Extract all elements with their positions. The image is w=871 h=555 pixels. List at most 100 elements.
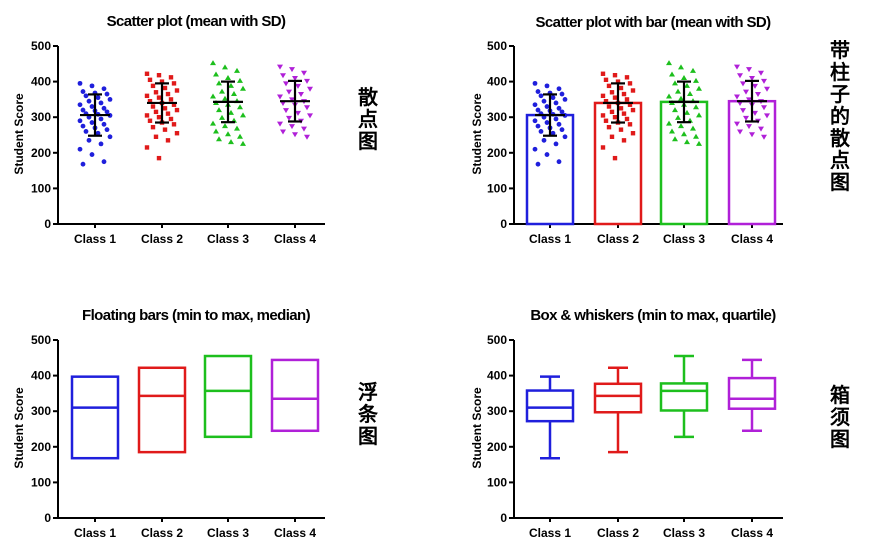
data-point: [603, 98, 609, 104]
data-point: [210, 120, 216, 126]
data-point: [101, 121, 107, 127]
data-point: [535, 123, 541, 129]
data-point: [666, 120, 672, 126]
data-point: [83, 129, 89, 134]
data-point: [210, 93, 216, 99]
data-point: [764, 86, 770, 92]
data-point: [600, 93, 606, 99]
y-tick-label: 0: [500, 217, 507, 231]
data-point: [550, 130, 556, 136]
data-point: [153, 90, 159, 95]
chart-title: Scatter plot with bar (mean with SD): [535, 14, 771, 31]
data-point: [89, 152, 95, 157]
data-point: [304, 78, 310, 84]
data-point: [162, 85, 168, 91]
data-point: [292, 76, 298, 82]
data-point: [559, 127, 565, 133]
data-point: [222, 64, 228, 70]
data-point: [307, 86, 313, 92]
data-point: [210, 60, 216, 66]
data-point: [678, 123, 684, 129]
x-tick-label: Class 2: [141, 526, 183, 540]
data-point: [559, 109, 565, 115]
data-point: [612, 95, 618, 100]
data-point: [98, 100, 104, 106]
data-point: [283, 108, 289, 114]
data-point: [292, 132, 298, 138]
data-point: [304, 134, 310, 140]
data-point: [535, 161, 541, 167]
data-point: [532, 118, 538, 124]
data-point: [153, 109, 159, 115]
data-point: [630, 107, 636, 113]
y-tick-label: 100: [487, 181, 507, 195]
data-point: [562, 134, 568, 140]
data-point: [556, 105, 562, 111]
data-point: [89, 120, 95, 125]
data-point: [681, 75, 687, 81]
data-point: [544, 104, 550, 109]
y-tick-label: 100: [487, 475, 507, 489]
data-point: [690, 125, 696, 131]
data-point: [684, 82, 690, 88]
y-tick-label: 0: [500, 511, 507, 525]
x-tick-label: Class 2: [141, 232, 183, 246]
data-point: [630, 88, 636, 93]
y-tick-label: 400: [31, 75, 51, 89]
data-point: [77, 118, 83, 124]
data-point: [734, 94, 740, 100]
data-point: [86, 137, 92, 143]
data-point: [693, 104, 699, 110]
y-axis-label: Student Score: [470, 387, 484, 469]
floating-bar: [70, 375, 120, 460]
data-point: [600, 145, 606, 150]
data-point: [612, 72, 618, 78]
data-point: [669, 71, 675, 77]
data-point: [165, 91, 171, 97]
data-point: [532, 80, 538, 86]
data-point: [162, 127, 168, 132]
data-point: [283, 81, 289, 87]
data-point: [618, 85, 624, 91]
data-point: [213, 71, 219, 77]
chinese-label: 箱须图: [830, 383, 850, 451]
data-point: [219, 114, 225, 120]
y-tick-label: 300: [487, 110, 507, 124]
x-tick-label: Class 2: [597, 232, 639, 246]
data-point: [147, 98, 153, 104]
data-point: [600, 113, 606, 118]
data-point: [624, 116, 630, 122]
y-axis-label: Student Score: [470, 93, 484, 175]
data-point: [764, 113, 770, 119]
data-point: [535, 89, 541, 94]
data-point: [237, 104, 243, 110]
data-point: [77, 146, 83, 152]
data-point: [675, 88, 681, 94]
data-point: [165, 138, 171, 143]
data-point: [304, 105, 310, 111]
data-point: [171, 102, 177, 107]
data-point: [150, 124, 156, 130]
data-point: [107, 134, 113, 140]
floating-bar: [203, 354, 253, 439]
data-point: [101, 159, 107, 165]
data-point: [609, 90, 615, 95]
data-point: [746, 97, 752, 103]
data-point: [95, 95, 101, 101]
data-point: [237, 77, 243, 83]
data-point: [615, 79, 621, 84]
box: [659, 382, 709, 412]
data-point: [174, 88, 180, 93]
data-point: [228, 139, 234, 145]
data-point: [538, 129, 544, 134]
data-point: [289, 67, 295, 73]
x-tick-label: Class 4: [274, 526, 316, 540]
data-point: [156, 72, 162, 78]
data-point: [222, 95, 228, 101]
data-point: [144, 145, 150, 150]
data-point: [89, 104, 95, 109]
data-point: [532, 102, 538, 108]
data-point: [89, 83, 95, 89]
data-point: [740, 81, 746, 87]
